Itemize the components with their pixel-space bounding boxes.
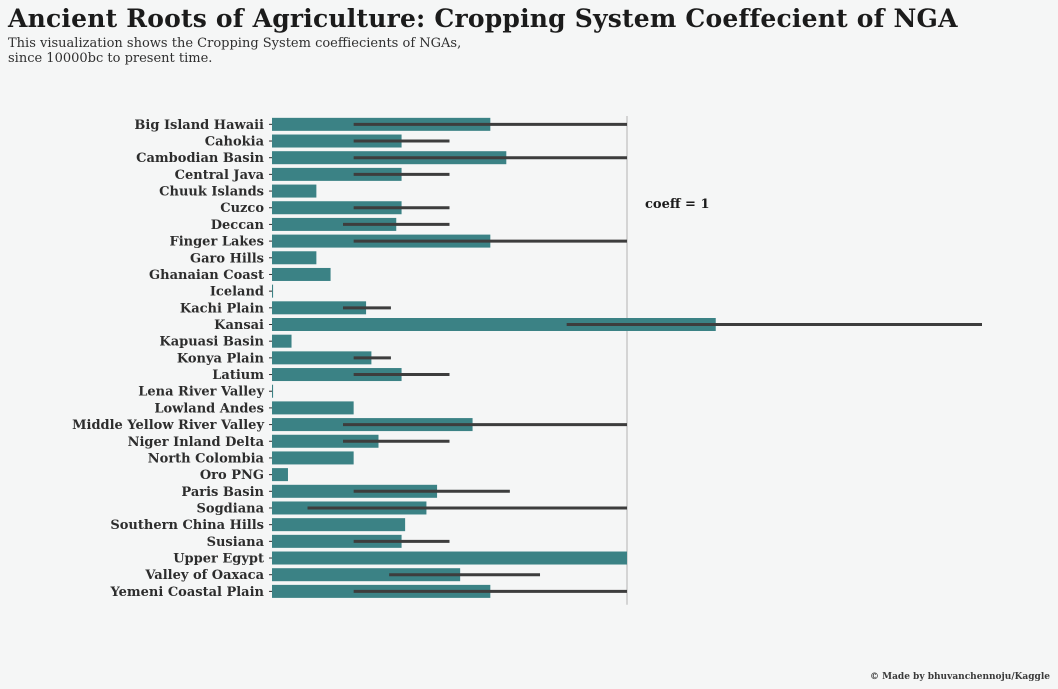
category-label: Iceland (210, 285, 264, 300)
bar (272, 267, 331, 281)
category-label: Finger Lakes (169, 235, 264, 250)
category-label: Central Java (175, 168, 265, 183)
category-label: Upper Egypt (173, 552, 264, 567)
error-bars-group (307, 122, 982, 593)
category-label: Valley of Oaxaca (144, 568, 264, 583)
category-label: Deccan (211, 218, 265, 233)
bar (272, 451, 354, 465)
bars-group (272, 117, 716, 598)
bar (272, 184, 317, 198)
bar (272, 518, 406, 532)
category-label: Yemeni Coastal Plain (109, 585, 264, 600)
bar (272, 201, 402, 215)
category-label: Susiana (207, 535, 265, 550)
bar (272, 134, 402, 148)
chart-subtitle: This visualization shows the Cropping Sy… (8, 36, 461, 66)
category-label: Kansai (214, 318, 264, 333)
category-label: Cuzco (220, 201, 264, 216)
category-label: Lowland Andes (154, 401, 264, 416)
credit-text: © Made by bhuvanchennoju/Kaggle (869, 672, 1050, 682)
category-label: North Colombia (148, 451, 265, 466)
bar (272, 217, 397, 231)
bar (272, 401, 354, 415)
bar (272, 434, 379, 448)
bar (272, 284, 274, 298)
category-label: Kachi Plain (180, 301, 265, 316)
bar (272, 568, 461, 582)
bar (272, 334, 292, 348)
chart-title: Ancient Roots of Agriculture: Cropping S… (8, 4, 958, 33)
category-label: Konya Plain (177, 351, 265, 366)
category-label: Ghanaian Coast (149, 268, 264, 283)
bar (272, 318, 716, 331)
category-label: Latium (212, 368, 264, 383)
bar (272, 384, 274, 398)
category-label: Paris Basin (181, 485, 264, 500)
category-label: Lena River Valley (138, 385, 264, 400)
category-label: Garo Hills (190, 251, 264, 266)
bar (272, 301, 367, 315)
reference-annotation: coeff = 1 (645, 197, 710, 212)
category-label: Big Island Hawaii (134, 118, 264, 133)
category-label: Cahokia (205, 135, 265, 150)
bar (272, 468, 288, 482)
category-label: Cambodian Basin (136, 151, 264, 166)
category-label: Chuuk Islands (159, 185, 264, 200)
category-label: Southern China Hills (110, 518, 264, 533)
category-label: Oro PNG (200, 468, 264, 483)
category-label: Middle Yellow River Valley (72, 418, 264, 433)
category-label: Niger Inland Delta (128, 435, 265, 450)
bar (272, 351, 372, 365)
bar (272, 251, 317, 265)
subtitle-line-1: This visualization shows the Cropping Sy… (8, 36, 462, 51)
subtitle-line-2: since 10000bc to present time. (8, 51, 213, 66)
category-label: Kapuasi Basin (159, 335, 264, 350)
bar (272, 551, 627, 565)
bar (272, 534, 402, 548)
bar (272, 368, 402, 382)
bar (272, 167, 402, 181)
category-label: Sogdiana (197, 501, 265, 516)
